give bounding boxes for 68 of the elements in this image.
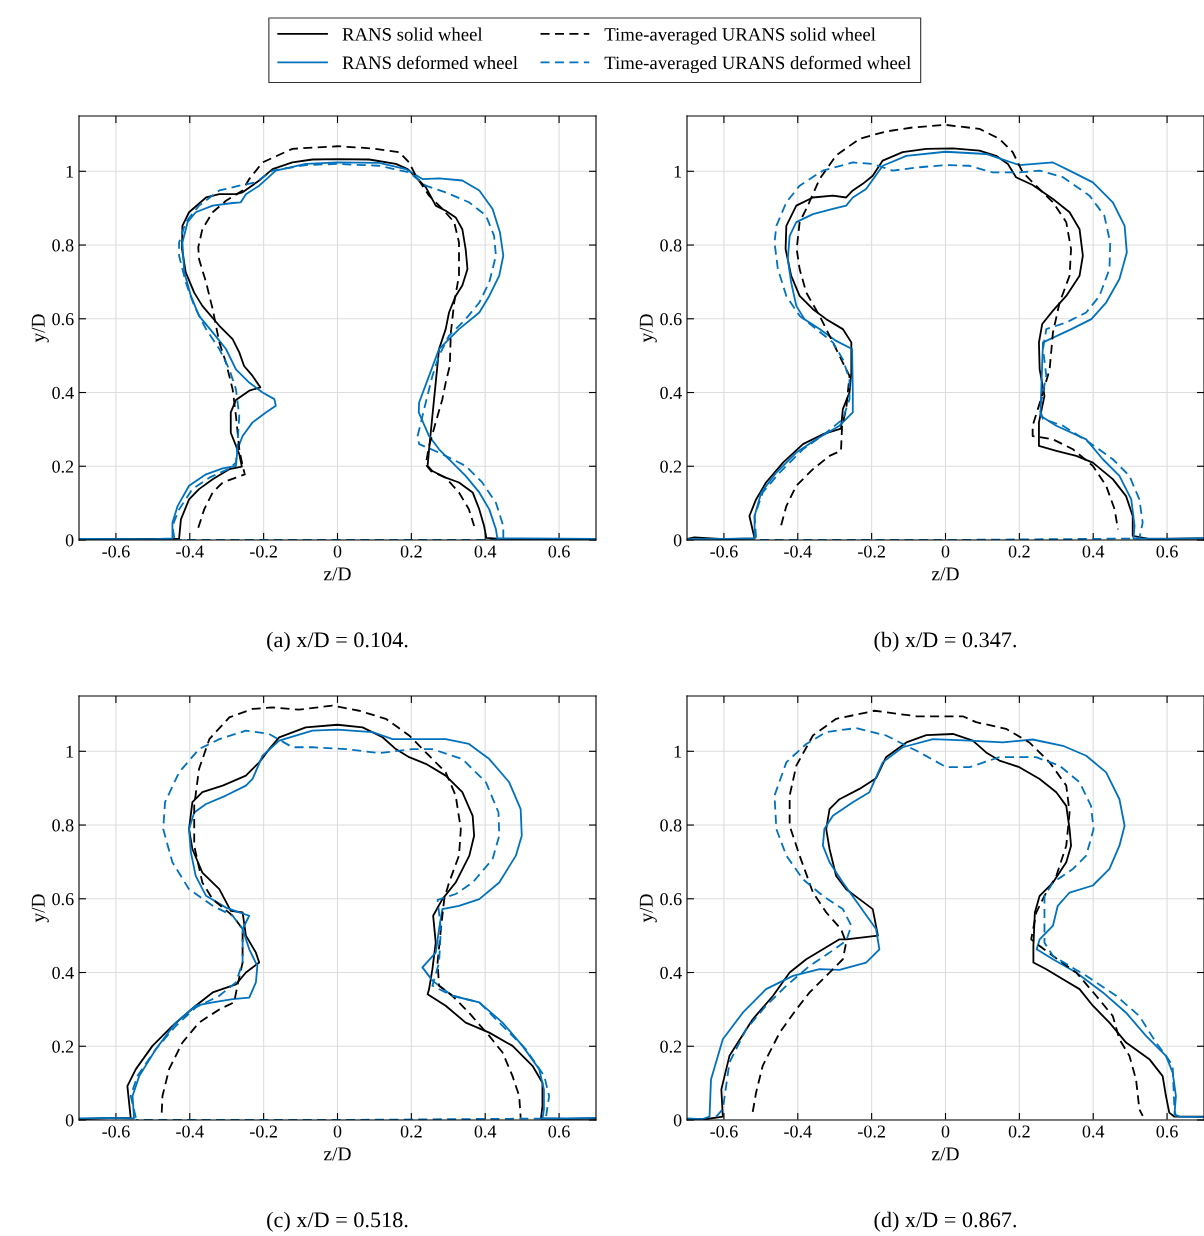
x-axis-title: z/D xyxy=(931,567,959,581)
x-tick-label: -0.2 xyxy=(858,1125,885,1138)
x-tick-label: 0.2 xyxy=(1008,1125,1030,1138)
x-tick-label: 0.4 xyxy=(1082,1125,1105,1138)
x-tick-label: -0.6 xyxy=(710,545,738,558)
x-tick-label: 0.6 xyxy=(1156,1125,1178,1138)
text: (a) x/D = 0.104. xyxy=(267,631,408,652)
y-axis-title: y/D xyxy=(31,894,49,923)
x-tick-label: -0.4 xyxy=(784,1125,812,1138)
y-tick-label: 0.2 xyxy=(660,1040,682,1053)
x-tick-label: 0 xyxy=(941,545,950,558)
y-tick-label: 1 xyxy=(674,165,682,178)
y-tick-label: 0.6 xyxy=(52,313,74,326)
x-tick-label: 0 xyxy=(941,1125,950,1138)
text: (c) x/D = 0.518. xyxy=(267,1211,408,1232)
y-tick-label: 0.8 xyxy=(52,239,74,252)
x-tick-label: 0.6 xyxy=(548,545,570,558)
y-tick-label: 1 xyxy=(66,165,74,178)
y-tick-label: 0 xyxy=(65,1114,74,1127)
x-tick-label: 0.4 xyxy=(1082,545,1105,558)
y-tick-label: 0.8 xyxy=(52,819,74,832)
x-tick-label: 0.4 xyxy=(474,1125,497,1138)
x-tick-label: 0 xyxy=(333,545,342,558)
x-tick-label: -0.2 xyxy=(250,545,277,558)
x-tick-label: 0.2 xyxy=(1008,545,1030,558)
x-tick-label: -0.6 xyxy=(102,545,130,558)
x-tick-label: 0.6 xyxy=(1156,545,1178,558)
x-tick-label: 0.4 xyxy=(474,545,497,558)
y-tick-label: 0.2 xyxy=(52,1040,74,1053)
y-tick-label: 0.6 xyxy=(660,313,682,326)
x-tick-label: 0.6 xyxy=(548,1125,570,1138)
y-axis-title: y/D xyxy=(639,314,657,343)
y-axis-title: y/D xyxy=(31,314,49,343)
y-tick-label: 0 xyxy=(673,1114,682,1127)
y-tick-label: 0 xyxy=(65,534,74,547)
y-tick-label: 0.4 xyxy=(660,386,682,400)
x-tick-label: -0.4 xyxy=(784,545,812,558)
y-tick-label: 0.4 xyxy=(52,966,74,980)
x-tick-label: -0.2 xyxy=(250,1125,277,1138)
x-tick-label: -0.4 xyxy=(176,545,204,558)
x-tick-label: -0.6 xyxy=(710,1125,738,1138)
y-tick-label: 0.6 xyxy=(660,893,682,906)
legend-label: Time-averaged URANS solid wheel xyxy=(604,27,876,45)
y-tick-label: 0.2 xyxy=(660,460,682,473)
y-tick-label: 0 xyxy=(673,534,682,547)
x-tick-label: 0 xyxy=(333,1125,342,1138)
y-tick-label: 0.4 xyxy=(660,966,682,980)
x-tick-label: -0.4 xyxy=(176,1125,204,1138)
x-axis-title: z/D xyxy=(323,1147,351,1161)
y-tick-label: 1 xyxy=(674,745,682,758)
x-tick-label: 0.2 xyxy=(400,545,422,558)
y-tick-label: 0.2 xyxy=(52,460,74,473)
y-tick-label: 0.8 xyxy=(660,819,682,832)
legend-label: Time-averaged URANS deformed wheel xyxy=(604,55,911,74)
legend-label: RANS deformed wheel xyxy=(342,55,518,70)
x-tick-label: -0.2 xyxy=(858,545,885,558)
x-axis-title: z/D xyxy=(931,1147,959,1161)
x-tick-label: 0.2 xyxy=(400,1125,422,1138)
text: (b) x/D = 0.347. xyxy=(874,631,1017,652)
text: (d) x/D = 0.867. xyxy=(874,1211,1017,1232)
y-tick-label: 0.8 xyxy=(660,239,682,252)
y-tick-label: 0.6 xyxy=(52,893,74,906)
legend-label: RANS solid wheel xyxy=(342,27,483,41)
x-axis-title: z/D xyxy=(323,567,351,581)
y-tick-label: 0.4 xyxy=(52,386,74,400)
x-tick-label: -0.6 xyxy=(102,1125,130,1138)
y-tick-label: 1 xyxy=(66,745,74,758)
y-axis-title: y/D xyxy=(639,894,657,923)
